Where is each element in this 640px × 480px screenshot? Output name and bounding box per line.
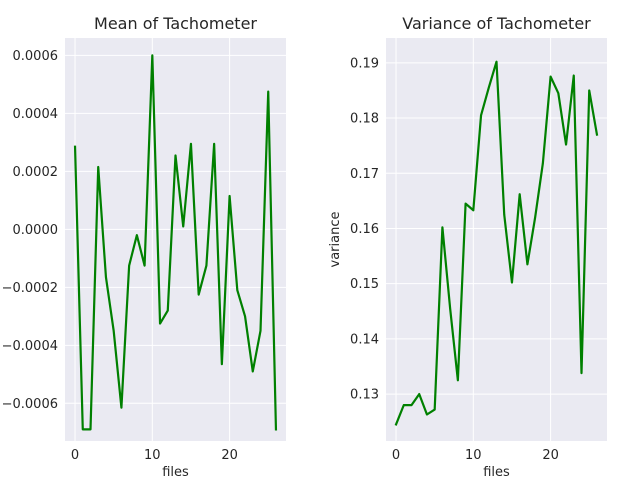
y-tick-label: 0.15 [350,277,379,292]
y-tick-label: 0.14 [350,332,379,347]
y-tick-label: −0.0004 [2,339,58,354]
x-tick-label: 10 [465,448,482,463]
y-tick-label: 0.17 [350,167,379,182]
x-tick-label: 0 [71,448,79,463]
y-tick-label: −0.0006 [2,397,58,412]
x-axis-label: files [162,465,189,480]
y-tick-label: 0.0006 [13,49,59,64]
y-tick-label: 0.0000 [13,223,59,238]
y-tick-label: 0.0002 [13,165,59,180]
chart-title: Mean of Tachometer [94,14,257,33]
y-tick-label: 0.0004 [13,107,59,122]
y-tick-label: 0.13 [350,388,379,403]
series-line [73,54,278,431]
x-tick-label: 10 [144,448,161,463]
y-tick-label: 0.16 [350,222,379,237]
y-tick-label: 0.19 [350,56,379,71]
x-tick-label: 20 [542,448,559,463]
subplot-1: 0 10 20 −0.0006 −0.0004 −0.0002 0.0000 0.0002 0.… [2,14,286,480]
series-line [394,60,599,426]
x-tick-label: 20 [221,448,238,463]
y-axis-label: variance [328,212,343,268]
y-tick-label: 0.18 [350,112,379,127]
plot-area [65,38,286,441]
subplot-2: 0 10 20 0.13 0.14 0.15 0.16 0.17 0.18 0.19 Varianc… [328,14,607,480]
x-tick-label: 0 [392,448,400,463]
x-axis-label: files [483,465,510,480]
chart-title: Variance of Tachometer [402,14,591,33]
y-tick-label: −0.0002 [2,281,58,296]
